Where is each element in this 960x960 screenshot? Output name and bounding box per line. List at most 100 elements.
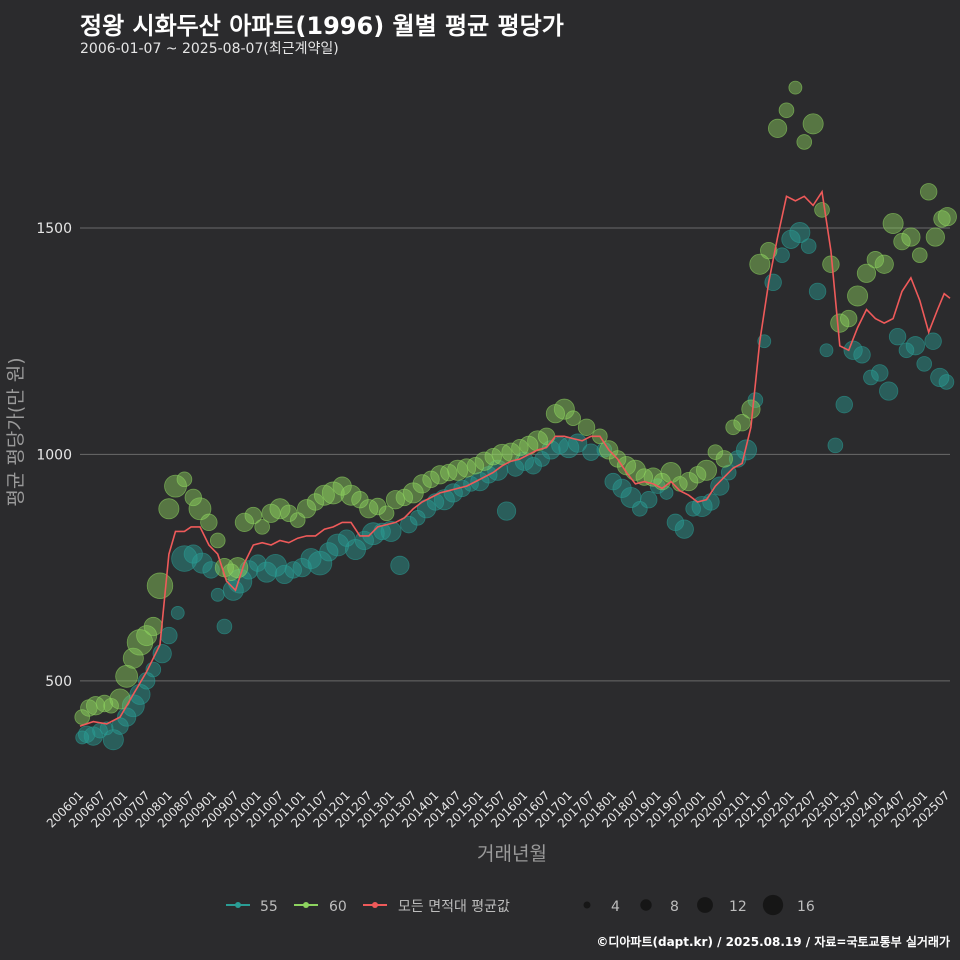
series-average bbox=[79, 189, 951, 727]
point-55 bbox=[300, 548, 322, 570]
legend-60-swatch-dot bbox=[303, 902, 309, 908]
point-55 bbox=[808, 282, 827, 301]
point-55 bbox=[170, 606, 185, 620]
point-60 bbox=[222, 563, 240, 581]
point-55 bbox=[905, 336, 925, 356]
y-tick-label: 1500 bbox=[36, 221, 72, 237]
point-60 bbox=[158, 498, 180, 520]
point-55 bbox=[879, 381, 899, 401]
point-60 bbox=[565, 410, 582, 427]
point-55 bbox=[191, 552, 213, 574]
point-60 bbox=[788, 80, 803, 95]
chart-title: 정왕 시화두산 아파트(1996) 월별 평균 평당가 bbox=[80, 12, 564, 40]
point-60 bbox=[484, 447, 502, 466]
point-60 bbox=[866, 251, 885, 269]
point-60 bbox=[306, 493, 325, 511]
point-55 bbox=[171, 545, 198, 572]
point-60 bbox=[369, 497, 387, 516]
point-60 bbox=[553, 398, 575, 420]
legend-55-swatch-dot bbox=[235, 902, 241, 908]
point-60 bbox=[227, 557, 249, 579]
point-60 bbox=[234, 512, 255, 532]
point-55 bbox=[400, 515, 418, 534]
size-legend-label: 4 bbox=[611, 899, 620, 915]
point-60 bbox=[830, 313, 850, 333]
point-55 bbox=[863, 369, 879, 386]
point-55 bbox=[827, 437, 844, 454]
point-55 bbox=[853, 346, 871, 364]
point-60 bbox=[126, 629, 154, 656]
point-60 bbox=[733, 414, 751, 432]
point-55 bbox=[99, 721, 114, 736]
point-55 bbox=[640, 491, 658, 509]
point-60 bbox=[537, 427, 556, 446]
point-60 bbox=[122, 647, 144, 669]
point-55 bbox=[916, 356, 933, 372]
point-55 bbox=[292, 558, 312, 578]
point-55 bbox=[582, 443, 600, 461]
point-60 bbox=[643, 467, 663, 487]
point-55 bbox=[453, 479, 471, 498]
point-55 bbox=[930, 367, 950, 388]
point-60 bbox=[778, 102, 795, 119]
point-60 bbox=[313, 484, 335, 506]
point-60 bbox=[707, 444, 724, 460]
point-60 bbox=[378, 505, 395, 522]
point-60 bbox=[749, 253, 771, 275]
point-60 bbox=[527, 430, 549, 452]
size-legend-dot bbox=[583, 901, 591, 909]
point-60 bbox=[919, 183, 938, 201]
point-60 bbox=[209, 532, 226, 549]
point-55 bbox=[674, 519, 694, 539]
average-line bbox=[79, 189, 951, 727]
size-legend-label: 8 bbox=[670, 899, 679, 915]
point-60 bbox=[882, 212, 904, 234]
legend-55-label: 55 bbox=[260, 899, 278, 915]
credit-text: ©디아파트(dapt.kr) / 2025.08.19 / 자료=국토교통부 실… bbox=[596, 935, 950, 949]
x-axis-label: 거래년월 bbox=[477, 843, 547, 865]
size-legend-label: 16 bbox=[797, 899, 815, 915]
y-axis-label: 평균 평당가(만 원) bbox=[5, 357, 27, 506]
point-60 bbox=[760, 241, 778, 260]
x-tick-labels: 2006012006072007012007072008012008072009… bbox=[44, 788, 953, 830]
point-60 bbox=[679, 472, 699, 492]
legend-60-label: 60 bbox=[329, 899, 347, 915]
point-55 bbox=[924, 332, 942, 350]
point-60 bbox=[254, 519, 270, 535]
point-55 bbox=[216, 618, 233, 635]
point-60 bbox=[440, 463, 458, 482]
point-55 bbox=[938, 374, 955, 390]
point-60 bbox=[200, 513, 218, 532]
point-60 bbox=[176, 471, 193, 488]
point-60 bbox=[874, 254, 894, 274]
point-55 bbox=[632, 500, 648, 517]
point-60 bbox=[280, 504, 298, 523]
point-60 bbox=[466, 457, 485, 475]
legend-avg-label: 모든 면적대 평균값 bbox=[398, 899, 510, 915]
size-legend-dot bbox=[697, 897, 713, 913]
point-60 bbox=[146, 572, 174, 599]
point-60 bbox=[814, 202, 830, 218]
point-60 bbox=[188, 497, 212, 521]
point-60 bbox=[184, 488, 203, 507]
legend: 55 60 모든 면적대 평균값 4 8 12 16 bbox=[226, 894, 815, 916]
point-60 bbox=[911, 247, 928, 263]
y-tick-labels: 500 1000 1500 bbox=[36, 221, 72, 690]
point-55 bbox=[326, 533, 350, 557]
point-55 bbox=[496, 501, 517, 521]
size-legend-dot bbox=[640, 899, 652, 911]
point-55 bbox=[274, 564, 294, 585]
series-55 bbox=[75, 222, 955, 751]
point-55 bbox=[210, 587, 225, 602]
point-55 bbox=[871, 364, 889, 382]
legend-avg-swatch-dot bbox=[372, 902, 378, 908]
point-60 bbox=[332, 476, 352, 496]
point-60 bbox=[767, 118, 788, 138]
point-55 bbox=[524, 457, 542, 475]
point-55 bbox=[249, 554, 267, 572]
point-60 bbox=[136, 625, 158, 647]
point-60 bbox=[933, 210, 951, 228]
point-60 bbox=[321, 481, 345, 505]
point-55 bbox=[380, 520, 402, 542]
